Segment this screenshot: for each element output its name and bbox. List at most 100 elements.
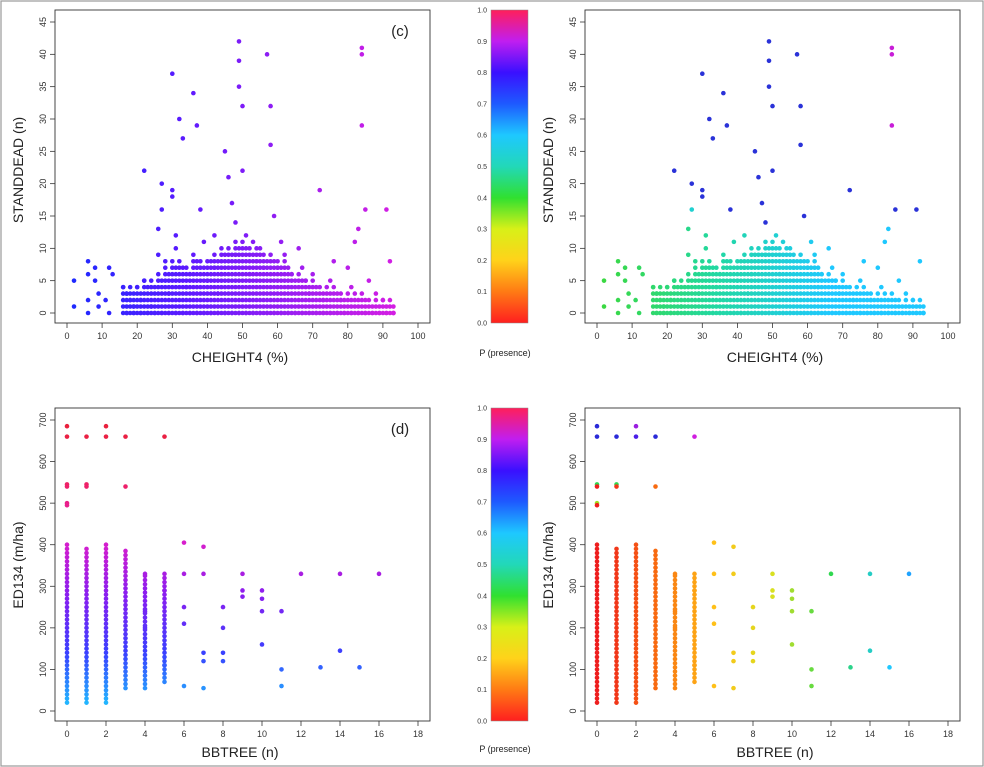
data-point: [103, 592, 109, 597]
data-point: [910, 304, 916, 309]
data-point: [247, 297, 252, 303]
data-point: [123, 685, 128, 691]
data-point: [847, 304, 853, 309]
data-point: [829, 310, 835, 316]
data-point: [745, 304, 751, 309]
data-point: [310, 278, 316, 283]
data-point: [162, 671, 167, 676]
data-point: [103, 654, 109, 660]
data-point: [875, 291, 881, 296]
x-tick-label: 10: [627, 331, 637, 341]
data-point: [84, 700, 89, 705]
data-point: [675, 310, 681, 316]
plot-area-frame: [54, 407, 431, 722]
data-point: [236, 271, 242, 277]
data-point: [614, 700, 619, 705]
data-point: [809, 683, 814, 689]
data-point: [306, 291, 312, 296]
data-point: [162, 613, 167, 618]
x-tick-label: 50: [237, 331, 247, 341]
data-point: [123, 677, 128, 683]
data-point: [257, 252, 263, 258]
data-point: [219, 246, 224, 251]
data-point: [134, 291, 140, 296]
data-point: [812, 310, 817, 316]
x-tick-label: 80: [343, 331, 353, 341]
data-point: [889, 297, 895, 303]
data-point: [654, 291, 659, 296]
data-point: [871, 297, 877, 303]
data-point: [766, 265, 772, 271]
data-point: [653, 556, 658, 562]
data-point: [142, 577, 148, 583]
data-point: [220, 650, 226, 656]
data-point: [692, 579, 697, 585]
data-point: [275, 271, 280, 277]
data-point: [826, 246, 831, 251]
data-point: [650, 304, 656, 309]
data-point: [728, 310, 733, 316]
data-point: [123, 556, 128, 562]
data-point: [742, 252, 747, 258]
data-point: [633, 600, 639, 606]
data-point: [271, 297, 277, 303]
data-point: [257, 310, 263, 316]
data-point: [124, 304, 129, 309]
data-point: [731, 658, 736, 664]
data-point: [84, 683, 89, 689]
data-point: [271, 213, 277, 219]
data-point: [661, 291, 666, 296]
data-point: [756, 271, 761, 277]
data-point: [735, 278, 740, 283]
data-point: [614, 567, 619, 572]
data-point: [903, 304, 909, 309]
data-point: [749, 271, 754, 277]
data-point: [141, 304, 147, 309]
data-point: [162, 617, 167, 622]
data-point: [145, 291, 151, 296]
data-point: [696, 291, 702, 296]
data-point: [840, 291, 845, 296]
panel-top-right: 0 10 20 30 40 50 60 70 80 90 100051015202530354045…: [540, 9, 961, 365]
data-point: [173, 310, 179, 316]
data-point: [292, 278, 298, 283]
data-point: [801, 271, 807, 277]
data-point: [770, 246, 775, 251]
data-point: [170, 304, 175, 309]
x-tick-label: 16: [374, 729, 384, 739]
data-point: [177, 304, 182, 309]
data-point: [808, 297, 814, 303]
data-point: [180, 136, 186, 141]
data-point: [236, 297, 242, 303]
data-point: [710, 304, 716, 309]
x-tick-label: 8: [750, 729, 755, 739]
x-tick-label: 10: [787, 729, 797, 739]
data-point: [103, 588, 109, 593]
data-point: [794, 297, 800, 303]
data-point: [92, 265, 98, 271]
data-point: [777, 297, 782, 303]
data-point: [633, 592, 639, 597]
data-point: [215, 304, 221, 309]
data-point: [724, 123, 730, 128]
data-point: [359, 297, 365, 303]
data-point: [861, 304, 867, 309]
data-point: [914, 310, 919, 316]
y-tick-label: 500: [568, 496, 578, 511]
data-point: [208, 278, 214, 283]
data-point: [731, 650, 736, 656]
data-point: [64, 583, 70, 589]
data-point: [285, 278, 291, 283]
data-point: [229, 200, 235, 206]
data-point: [829, 265, 835, 271]
y-tick-label: 700: [568, 412, 578, 427]
data-point: [254, 291, 259, 296]
data-point: [833, 284, 838, 290]
data-point: [826, 310, 831, 316]
data-point: [84, 617, 89, 622]
data-point: [331, 284, 337, 290]
data-point: [664, 304, 670, 309]
data-point: [689, 291, 695, 296]
data-point: [219, 304, 224, 309]
y-tick-label: 20: [38, 179, 48, 189]
